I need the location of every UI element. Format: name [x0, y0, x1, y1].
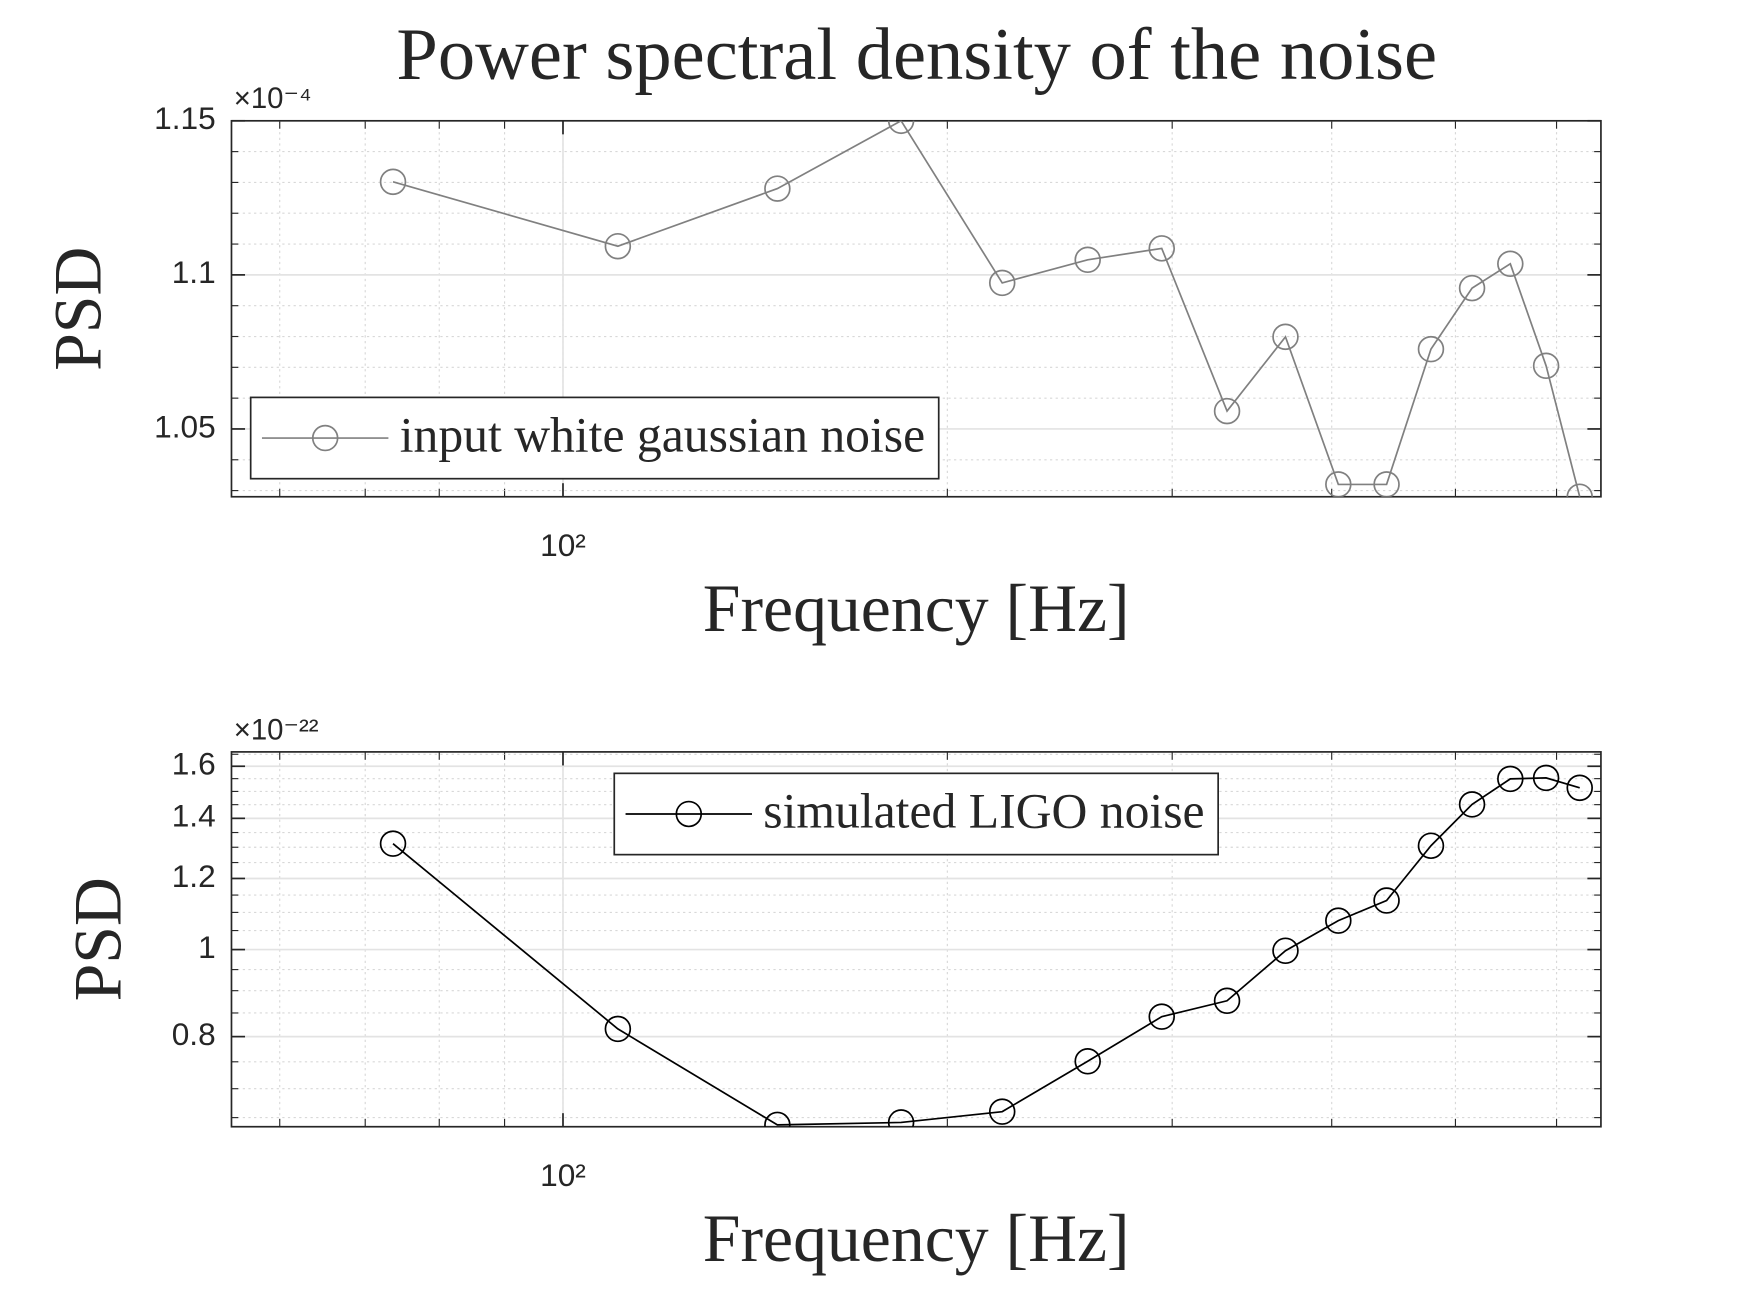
marker	[1532, 352, 1560, 380]
marker	[1373, 471, 1400, 497]
marker	[1148, 1003, 1176, 1030]
marker	[379, 830, 407, 857]
chart-title: Power spectral density of the noise	[396, 14, 1437, 96]
axes-frame	[230, 119, 1602, 498]
marker	[1497, 765, 1524, 793]
marker	[988, 1098, 1016, 1125]
marker	[1074, 246, 1101, 274]
line	[392, 120, 1581, 497]
legend-marker	[311, 424, 339, 452]
marker	[604, 1015, 632, 1043]
y-tick-label: 1.6	[172, 746, 216, 782]
marker	[1458, 274, 1486, 302]
marker	[1325, 471, 1352, 497]
y-multiplier: ×10⁻⁴	[234, 82, 312, 115]
marker	[1417, 335, 1445, 363]
marker	[1213, 397, 1241, 425]
series	[379, 120, 1593, 497]
y-tick-label: 0.8	[172, 1016, 216, 1052]
marker	[1373, 887, 1400, 914]
y-multiplier: ×10⁻²²	[234, 713, 319, 746]
marker	[1566, 483, 1593, 497]
legend-label: input white gaussian noise	[400, 408, 925, 463]
marker	[604, 232, 632, 260]
marker	[887, 1109, 915, 1127]
x-tick-label: 10²	[540, 527, 586, 563]
y-tick-label: 1.05	[154, 408, 216, 444]
marker	[1272, 937, 1299, 965]
legend: input white gaussian noise	[249, 396, 940, 480]
y-axis-label: PSD	[40, 247, 115, 371]
x-axis-label: Frequency [Hz]	[703, 1201, 1130, 1276]
marker	[1148, 235, 1176, 262]
marker	[1566, 774, 1593, 802]
legend: simulated LIGO noise	[613, 772, 1219, 856]
axes: 1.05 1.1 1.15 10² ×10⁻⁴ Frequency [Hz] PSD inpu…	[40, 82, 1602, 646]
x-axis-label: Frequency [Hz]	[703, 571, 1130, 646]
marker	[988, 269, 1016, 297]
marker	[379, 168, 407, 196]
axes-frame	[230, 751, 1602, 1128]
marker	[1213, 987, 1241, 1015]
y-tick-label: 1.2	[172, 858, 216, 894]
y-tick-label: 1	[198, 929, 216, 965]
marker	[764, 175, 791, 202]
y-tick-label: 1.15	[154, 100, 216, 136]
marker	[1458, 791, 1486, 818]
y-axis-label: PSD	[61, 877, 136, 1001]
y-tick-label: 1.4	[172, 798, 216, 834]
marker	[1497, 250, 1524, 278]
x-tick-label: 10²	[540, 1157, 586, 1193]
series	[379, 764, 1593, 1127]
legend-marker	[675, 800, 703, 828]
axes: 0.8 1 1.2 1.4 1.6 10² ×10⁻²² Frequency [Hz] PSD s…	[61, 713, 1602, 1276]
marker	[1532, 764, 1560, 792]
marker	[887, 120, 915, 135]
marker	[1325, 907, 1352, 934]
marker	[1272, 323, 1299, 351]
marker	[1417, 832, 1445, 860]
marker	[764, 1111, 791, 1127]
marker	[1074, 1048, 1101, 1075]
legend-label: simulated LIGO noise	[763, 784, 1204, 839]
y-tick-label: 1.1	[172, 254, 216, 290]
line	[392, 777, 1580, 1126]
